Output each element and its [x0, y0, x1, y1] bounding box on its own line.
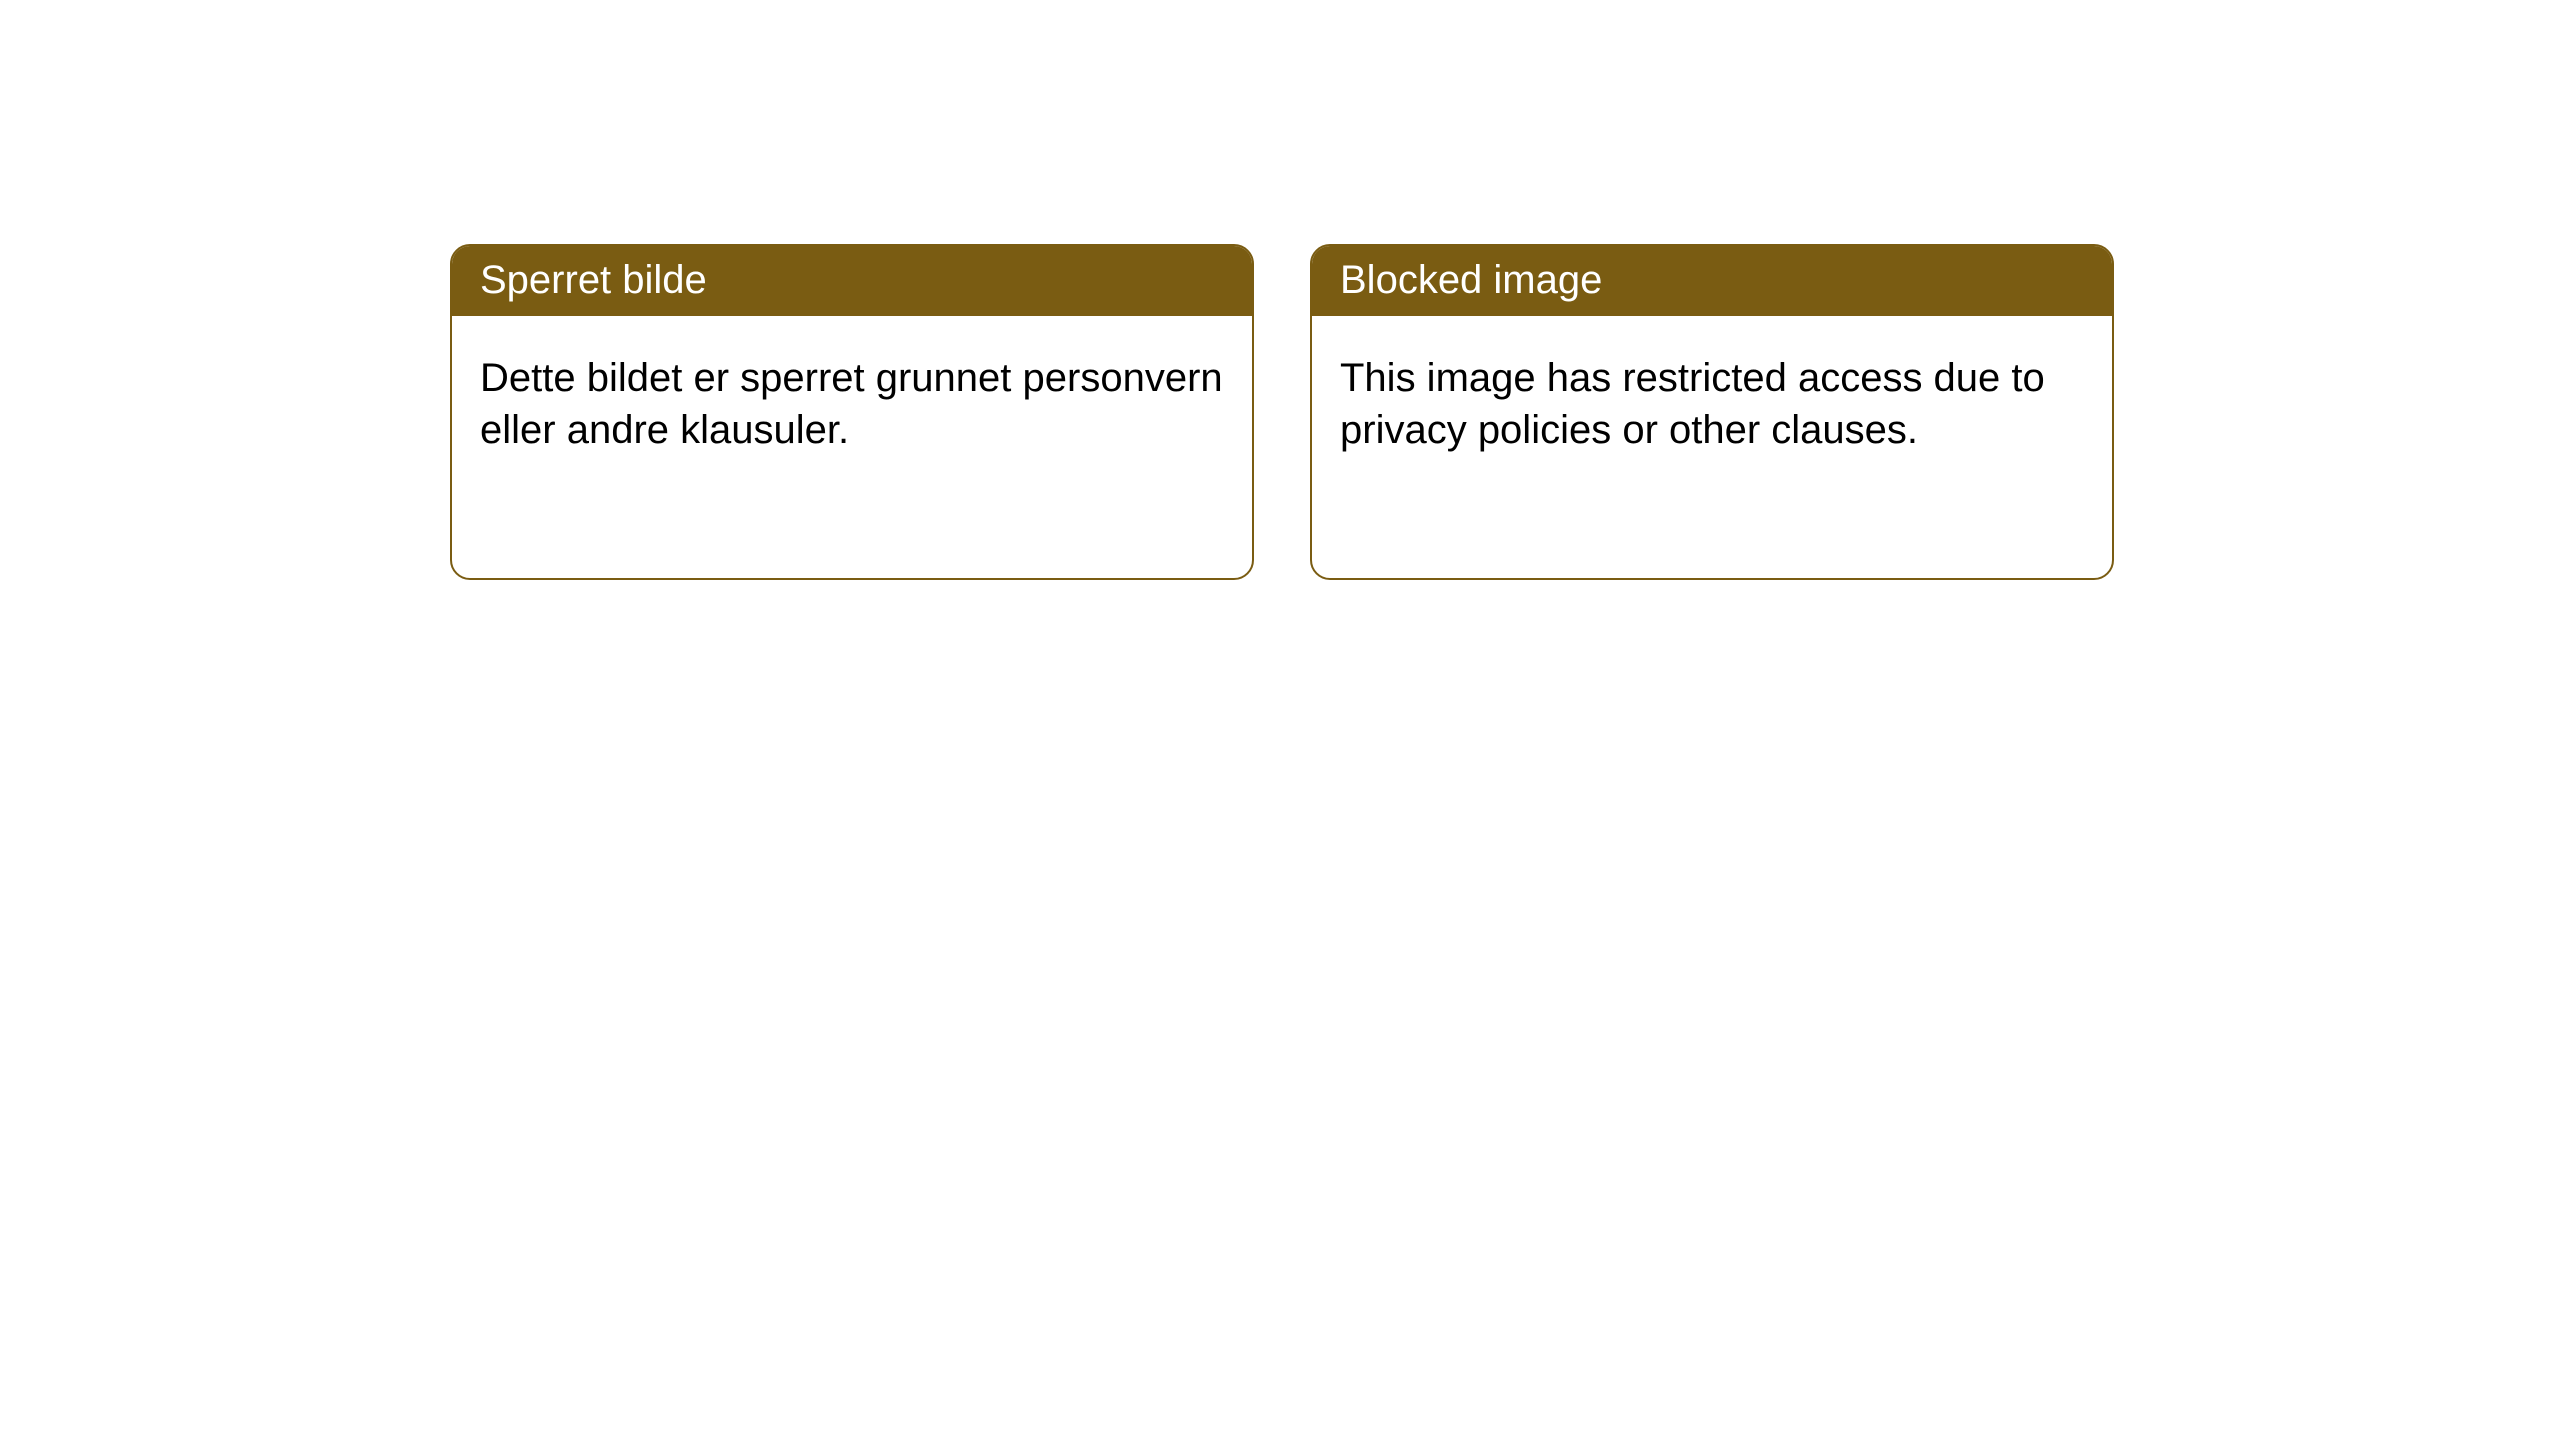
card-header: Blocked image — [1312, 246, 2112, 316]
card-body: This image has restricted access due to … — [1312, 316, 2112, 456]
card-body-text: Dette bildet er sperret grunnet personve… — [480, 356, 1223, 452]
notice-card-norwegian: Sperret bilde Dette bildet er sperret gr… — [450, 244, 1254, 580]
card-body: Dette bildet er sperret grunnet personve… — [452, 316, 1252, 456]
notice-card-english: Blocked image This image has restricted … — [1310, 244, 2114, 580]
card-header-text: Sperret bilde — [480, 258, 707, 302]
card-header: Sperret bilde — [452, 246, 1252, 316]
notice-container: Sperret bilde Dette bildet er sperret gr… — [0, 0, 2560, 580]
card-header-text: Blocked image — [1340, 258, 1602, 302]
card-body-text: This image has restricted access due to … — [1340, 356, 2045, 452]
